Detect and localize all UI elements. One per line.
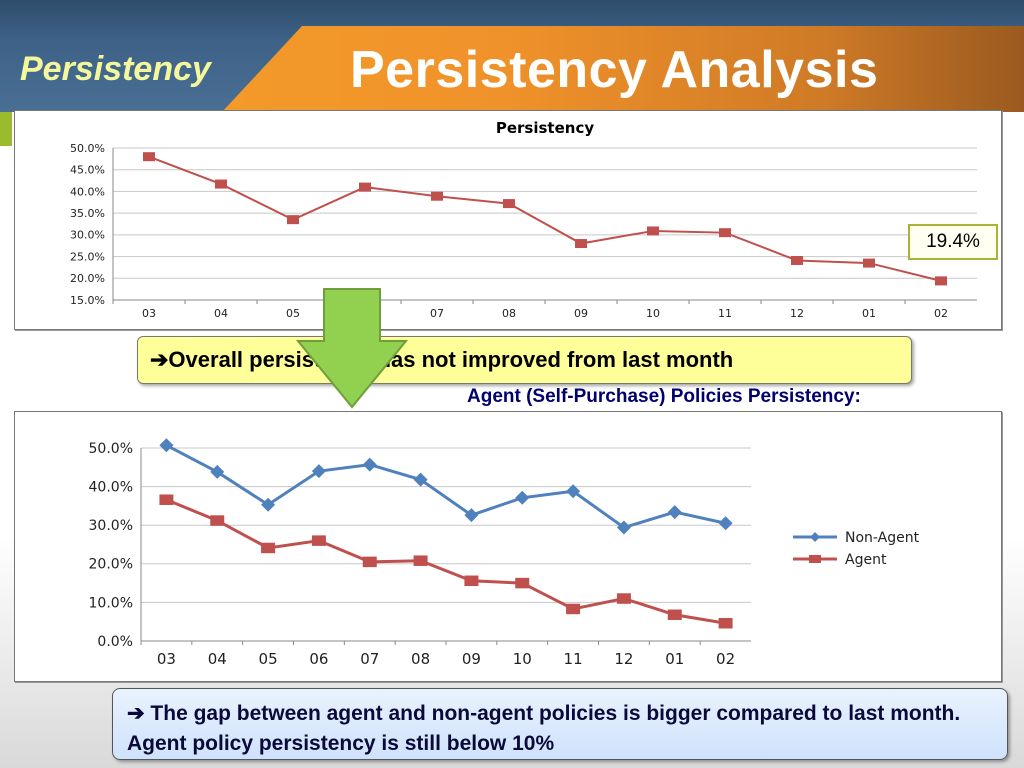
x-tick-label: 04 (208, 650, 227, 668)
x-tick-label: 12 (790, 307, 804, 320)
x-tick-label: 09 (574, 307, 588, 320)
y-tick-label: 25.0% (70, 250, 105, 263)
data-point (515, 577, 530, 589)
data-point (566, 603, 581, 615)
x-tick-label: 08 (502, 307, 516, 320)
accent-tab (0, 112, 12, 146)
x-tick-label: 07 (360, 650, 379, 668)
data-point (359, 182, 371, 192)
y-tick-label: 40.0% (70, 185, 105, 198)
x-tick-label: 08 (411, 650, 430, 668)
x-tick-label: 02 (716, 650, 735, 668)
x-tick-label: 04 (214, 307, 228, 320)
data-point (863, 258, 875, 268)
data-point (503, 199, 515, 209)
x-tick-label: 01 (862, 307, 876, 320)
data-point (935, 276, 947, 286)
data-point (616, 593, 631, 604)
legend-marker (809, 555, 821, 563)
x-tick-label: 07 (430, 307, 444, 320)
agent-chart-title: Agent (Self-Purchase) Policies Persisten… (467, 386, 861, 407)
persistency-chart: Persistency 15.0% 20.0% 25.0% 30.0% 35.0% 40.0… (70, 119, 977, 320)
data-point (647, 226, 659, 236)
data-point (566, 484, 581, 499)
x-tick-label: 03 (142, 307, 156, 320)
x-tick-label: 10 (513, 650, 532, 668)
note-overall-persistency: ➔Overall persistency has not improved fr… (137, 336, 912, 384)
slide-title: Persistency Analysis (350, 41, 879, 99)
data-point (575, 239, 587, 249)
y-tick-label: 30.0% (70, 229, 105, 242)
x-tick-label: 06 (309, 650, 328, 668)
legend-label: Non-Agent (845, 530, 920, 546)
x-tick-label: 11 (564, 650, 583, 668)
y-tick-label: 35.0% (70, 207, 105, 220)
x-tick-label: 12 (614, 650, 633, 668)
data-point (362, 457, 377, 472)
data-point (413, 555, 428, 566)
data-point (210, 464, 225, 479)
x-tick-label: 05 (286, 307, 300, 320)
latest-value-callout: 19.4% (908, 224, 998, 260)
y-tick-label: 10.0% (89, 595, 133, 611)
x-tick-label: 05 (259, 650, 278, 668)
data-point (667, 609, 682, 621)
y-tick-label: 20.0% (89, 557, 133, 573)
y-tick-label: 45.0% (70, 164, 105, 177)
data-point (159, 438, 174, 453)
data-point (215, 179, 227, 189)
section-label: Persistency (20, 50, 211, 88)
x-tick-label: 02 (934, 307, 948, 320)
note-agent-gap: ➔ The gap between agent and non-agent po… (112, 688, 1008, 760)
data-point (515, 490, 530, 505)
series-line-non-agent (165, 443, 726, 530)
data-point (718, 617, 733, 629)
data-point (159, 494, 174, 505)
data-point (261, 542, 276, 554)
agent-chart-frame: 0.0% 10.0% 20.0% 30.0% 40.0% 50.0% 03 04 05 06 07 0… (14, 411, 1002, 682)
data-point (464, 508, 479, 523)
data-point (210, 515, 225, 526)
data-point (431, 191, 443, 201)
series-line-persistency (148, 155, 942, 282)
data-point (616, 520, 631, 535)
down-arrow-icon (296, 288, 408, 409)
data-point (791, 255, 803, 265)
data-point (311, 535, 326, 546)
data-point (261, 497, 276, 512)
y-tick-label: 40.0% (89, 480, 133, 496)
y-tick-label: 50.0% (70, 142, 105, 155)
data-point (719, 228, 731, 238)
x-tick-label: 10 (646, 307, 660, 320)
data-point (287, 215, 299, 225)
y-tick-label: 15.0% (70, 294, 105, 307)
persistency-chart-frame: Persistency 15.0% 20.0% 25.0% 30.0% 35.0% 40.0… (14, 110, 1002, 330)
data-point (311, 464, 326, 479)
legend-label: Agent (845, 552, 887, 568)
data-point (143, 152, 155, 162)
x-tick-label: 09 (462, 650, 481, 668)
series-line-agent (165, 498, 726, 625)
y-tick-label: 50.0% (89, 441, 133, 457)
data-point (413, 472, 428, 487)
legend-marker (810, 532, 820, 542)
title-band (222, 26, 1024, 112)
agent-persistency-chart: 0.0% 10.0% 20.0% 30.0% 40.0% 50.0% 03 04 05 06 07 0… (89, 438, 920, 668)
data-point (667, 505, 682, 520)
x-tick-label: 03 (157, 650, 176, 668)
x-tick-label: 11 (718, 307, 732, 320)
chart-title: Persistency (496, 119, 594, 137)
data-point (362, 556, 377, 568)
data-point (718, 516, 733, 531)
x-tick-label: 01 (665, 650, 684, 668)
y-tick-label: 0.0% (97, 634, 133, 650)
y-tick-label: 20.0% (70, 272, 105, 285)
data-point (464, 575, 479, 587)
y-tick-label: 30.0% (89, 518, 133, 534)
